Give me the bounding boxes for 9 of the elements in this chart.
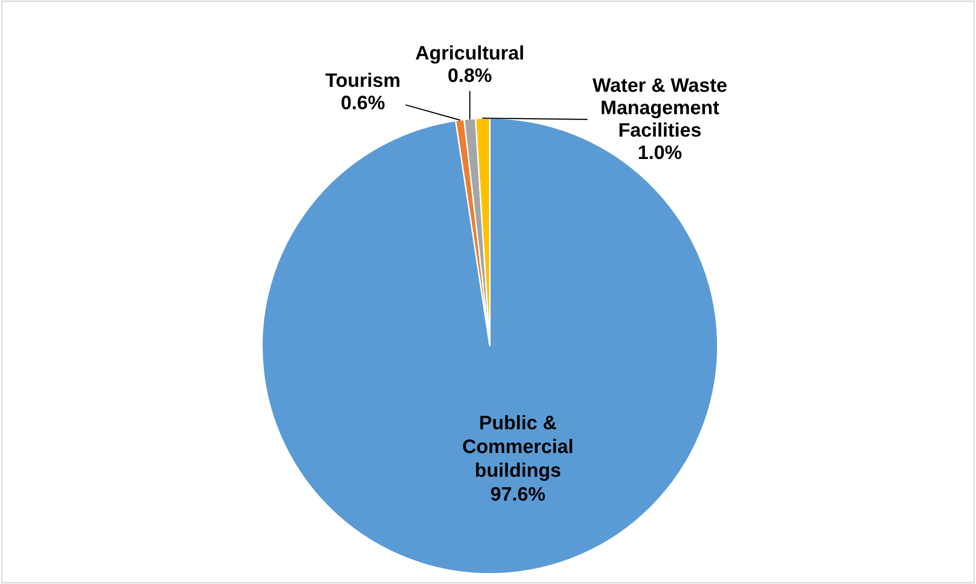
data-label: 97.6% [490, 487, 545, 501]
pie-slice [261, 117, 718, 575]
data-label: 0.8% [448, 68, 492, 82]
slice-label: Agricultural [416, 45, 523, 64]
slice-label: Public & Commercial buildings [463, 415, 572, 481]
slice-label: Tourism [326, 72, 400, 88]
data-label: 1.0% [638, 145, 682, 160]
slice-label: Water & Waste Management Facilities [592, 78, 727, 137]
data-label: 0.6% [342, 96, 385, 110]
